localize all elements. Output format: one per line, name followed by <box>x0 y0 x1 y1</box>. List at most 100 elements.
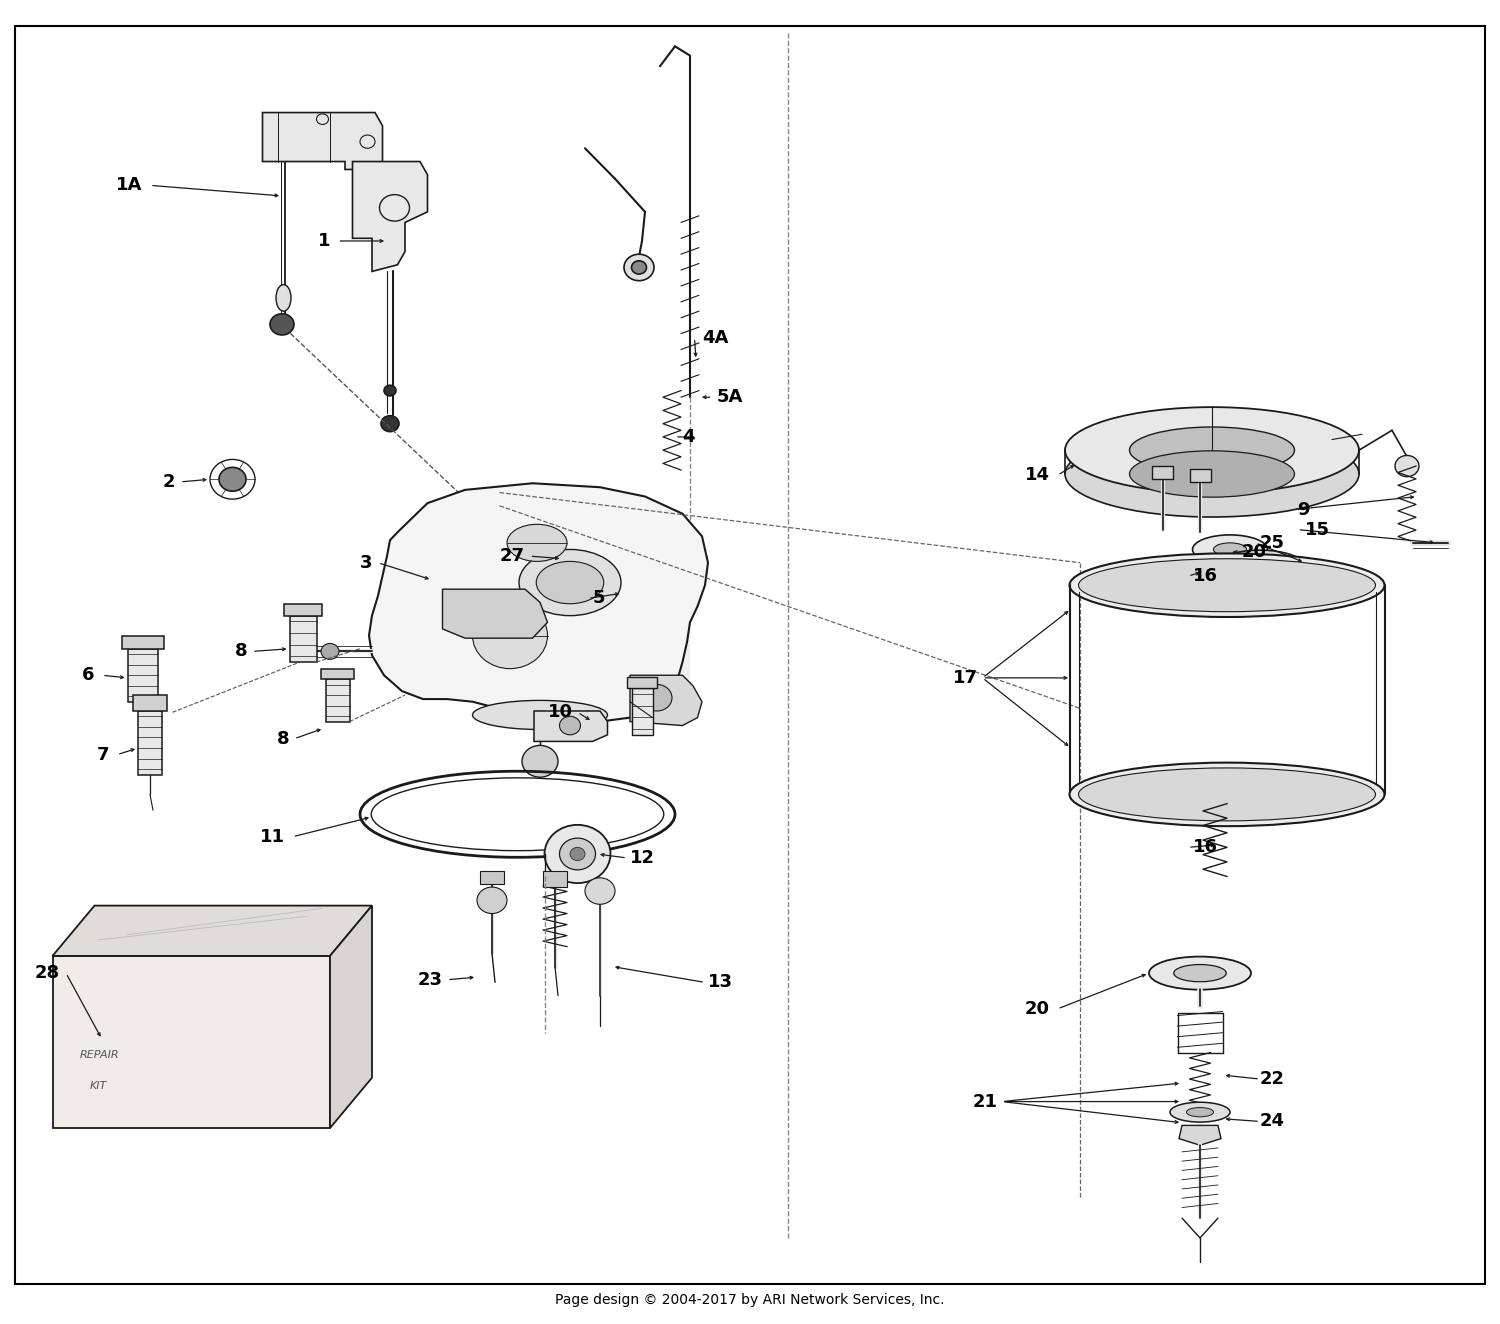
Bar <box>1190 469 1210 482</box>
Text: 23: 23 <box>417 970 442 989</box>
Text: 11: 11 <box>260 828 285 846</box>
Ellipse shape <box>1238 559 1282 575</box>
Ellipse shape <box>1215 551 1305 584</box>
Ellipse shape <box>1078 559 1376 612</box>
Polygon shape <box>1179 1125 1221 1145</box>
Text: 22: 22 <box>1260 1070 1286 1088</box>
Text: 2: 2 <box>164 473 176 491</box>
Bar <box>632 688 652 735</box>
Ellipse shape <box>1065 408 1359 494</box>
Circle shape <box>642 685 672 711</box>
Text: 3: 3 <box>360 553 372 572</box>
Text: 25: 25 <box>1260 534 1286 552</box>
Bar <box>1152 466 1173 479</box>
Text: 20: 20 <box>1024 1000 1050 1018</box>
Circle shape <box>464 561 482 577</box>
Circle shape <box>632 261 646 274</box>
Polygon shape <box>630 675 702 726</box>
Text: 21: 21 <box>972 1092 998 1111</box>
Text: 28: 28 <box>34 964 60 982</box>
Text: 5: 5 <box>592 589 604 608</box>
Circle shape <box>219 467 246 491</box>
Text: 4: 4 <box>682 428 694 446</box>
Bar <box>321 669 354 679</box>
Circle shape <box>1395 455 1419 477</box>
Bar <box>128 649 158 702</box>
Bar <box>134 695 166 711</box>
Ellipse shape <box>519 549 621 616</box>
Bar <box>480 871 504 884</box>
Ellipse shape <box>1170 1102 1230 1123</box>
Bar <box>122 636 164 649</box>
Text: REPAIR: REPAIR <box>80 1050 118 1061</box>
Circle shape <box>522 745 558 777</box>
Circle shape <box>270 314 294 335</box>
Ellipse shape <box>537 561 603 604</box>
Circle shape <box>321 643 339 659</box>
Ellipse shape <box>472 700 608 730</box>
Ellipse shape <box>507 524 567 561</box>
Bar <box>138 711 162 775</box>
Text: 27: 27 <box>500 547 525 565</box>
Ellipse shape <box>1149 956 1251 990</box>
Ellipse shape <box>1192 535 1268 564</box>
Text: 7: 7 <box>98 745 109 764</box>
Circle shape <box>472 602 548 669</box>
Text: 12: 12 <box>630 849 656 867</box>
Polygon shape <box>442 589 548 638</box>
Text: 6: 6 <box>82 666 94 685</box>
Text: 17: 17 <box>952 669 978 687</box>
Text: 4A: 4A <box>702 328 729 347</box>
Polygon shape <box>262 113 382 169</box>
Polygon shape <box>53 906 372 956</box>
Ellipse shape <box>1070 553 1384 617</box>
Text: 5A: 5A <box>717 388 744 406</box>
Text: 16: 16 <box>1192 567 1218 585</box>
Text: 1A: 1A <box>116 176 142 195</box>
Text: 15: 15 <box>1305 520 1330 539</box>
Text: 9: 9 <box>1298 500 1310 519</box>
Text: KIT: KIT <box>90 1080 108 1091</box>
Circle shape <box>381 416 399 432</box>
Text: ARI: ARI <box>436 594 704 730</box>
Text: 24: 24 <box>1260 1112 1286 1131</box>
Text: 16: 16 <box>1192 838 1218 857</box>
Polygon shape <box>369 483 708 724</box>
Bar <box>284 604 322 616</box>
Ellipse shape <box>1186 1107 1214 1117</box>
Circle shape <box>570 847 585 861</box>
Bar <box>290 616 316 662</box>
Circle shape <box>477 887 507 914</box>
Ellipse shape <box>1078 768 1376 821</box>
Text: 8: 8 <box>236 642 248 661</box>
Polygon shape <box>330 906 372 1128</box>
Ellipse shape <box>1065 432 1359 518</box>
Ellipse shape <box>1130 451 1294 498</box>
Circle shape <box>440 567 476 598</box>
Polygon shape <box>53 956 330 1128</box>
Circle shape <box>384 385 396 396</box>
Circle shape <box>624 254 654 281</box>
Text: 20: 20 <box>1242 543 1268 561</box>
Ellipse shape <box>1173 964 1227 982</box>
Ellipse shape <box>1214 543 1246 556</box>
Ellipse shape <box>1070 763 1384 826</box>
Bar <box>543 871 567 887</box>
Bar <box>627 677 657 688</box>
Ellipse shape <box>276 285 291 311</box>
Text: 1: 1 <box>318 232 330 250</box>
Text: 8: 8 <box>278 730 290 748</box>
Polygon shape <box>534 711 608 741</box>
Circle shape <box>560 838 596 870</box>
Circle shape <box>560 716 580 735</box>
Text: 13: 13 <box>708 973 734 992</box>
Polygon shape <box>352 162 428 271</box>
Text: Page design © 2004-2017 by ARI Network Services, Inc.: Page design © 2004-2017 by ARI Network S… <box>555 1294 945 1307</box>
Bar <box>326 679 350 722</box>
Ellipse shape <box>402 547 513 620</box>
Text: 10: 10 <box>548 703 573 722</box>
Text: 14: 14 <box>1024 466 1050 485</box>
Ellipse shape <box>1130 428 1294 474</box>
Circle shape <box>585 878 615 904</box>
Circle shape <box>433 591 451 606</box>
